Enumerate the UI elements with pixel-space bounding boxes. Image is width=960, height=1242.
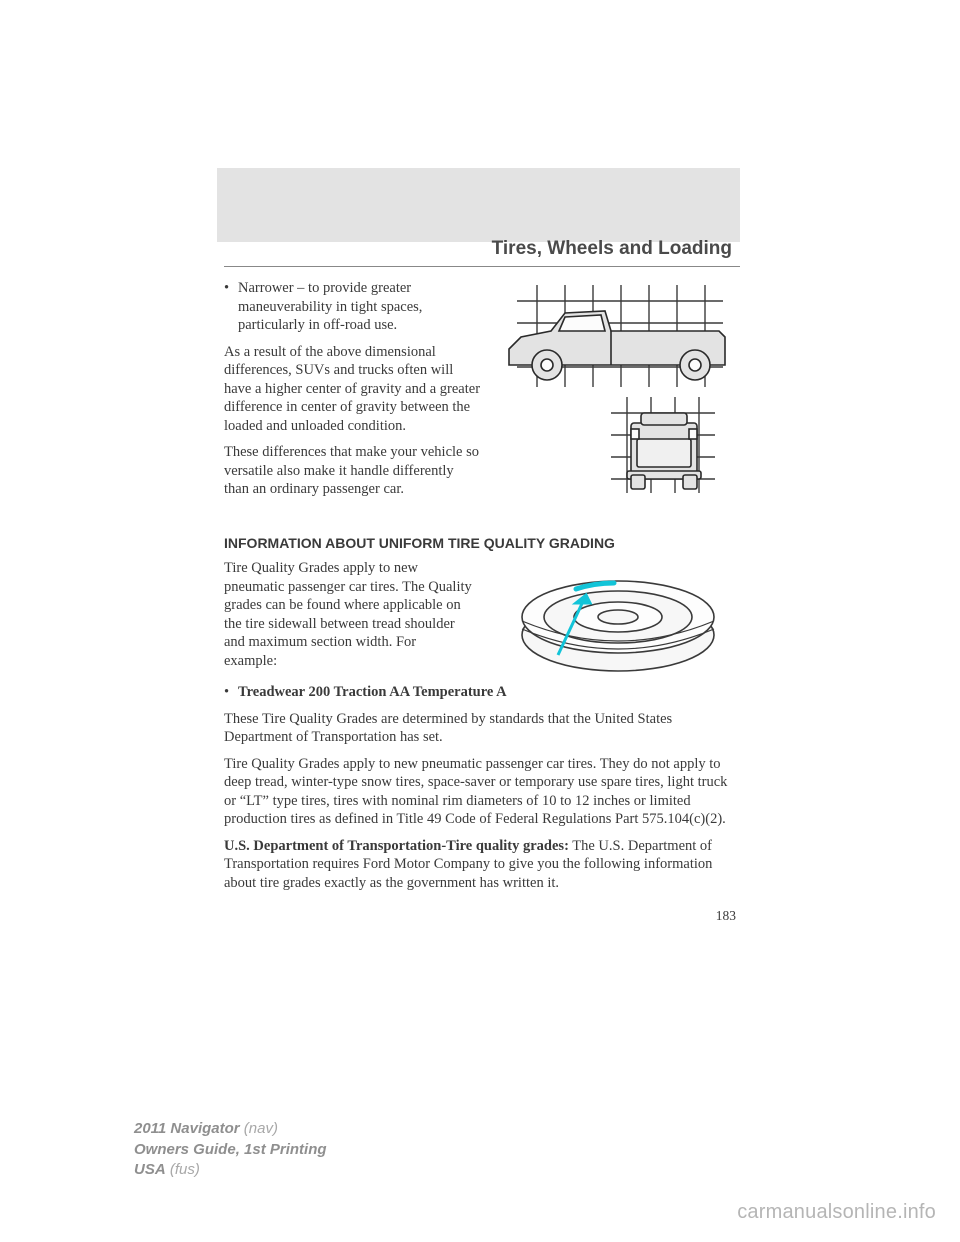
watermark: carmanualsonline.info (737, 1201, 936, 1224)
tire-figure (484, 559, 740, 677)
footer: 2011 Navigator (nav) Owners Guide, 1st P… (134, 1119, 327, 1180)
footer-region: USA (134, 1161, 166, 1178)
footer-region-paren: (fus) (170, 1161, 200, 1178)
para-dot: U.S. Department of Transportation-Tire q… (224, 837, 740, 893)
para-versatile: These differences that make your vehicle… (224, 443, 482, 499)
page-number: 183 (224, 908, 740, 924)
footer-guide: Owners Guide, 1st Printing (134, 1140, 327, 1160)
truck-grid-svg (499, 279, 735, 497)
content-area: Tires, Wheels and Loading • Narrower – t… (224, 232, 740, 924)
tire-intro-text: Tire Quality Grades apply to new pneumat… (224, 559, 472, 677)
bullet-dot: • (224, 279, 238, 335)
quality-grading-heading: INFORMATION ABOUT UNIFORM TIRE QUALITY G… (224, 535, 740, 551)
para-dimensional: As a result of the above dimensional dif… (224, 343, 482, 436)
bullet-dot: • (224, 683, 238, 702)
top-block: • Narrower – to provide greater maneuver… (224, 279, 740, 507)
bullet-example: • Treadwear 200 Traction AA Temperature … (224, 683, 740, 702)
para-apply: Tire Quality Grades apply to new pneumat… (224, 755, 740, 829)
bullet-narrower-text: Narrower – to provide greater maneuverab… (238, 279, 482, 335)
para-standards: These Tire Quality Grades are determined… (224, 710, 740, 747)
tire-block: Tire Quality Grades apply to new pneumat… (224, 559, 740, 677)
dot-bold: U.S. Department of Transportation-Tire q… (224, 838, 569, 854)
footer-line-1: 2011 Navigator (nav) (134, 1119, 327, 1139)
section-header: Tires, Wheels and Loading (224, 232, 740, 267)
header-gray-band (217, 168, 740, 242)
truck-figure (494, 279, 740, 507)
footer-model-paren: (nav) (244, 1120, 278, 1137)
footer-line-3: USA (fus) (134, 1160, 327, 1180)
top-text-col: • Narrower – to provide greater maneuver… (224, 279, 482, 507)
footer-model: 2011 Navigator (134, 1120, 240, 1137)
tire-svg (494, 559, 730, 677)
bullet-narrower: • Narrower – to provide greater maneuver… (224, 279, 482, 335)
example-bold: Treadwear 200 Traction AA Temperature A (238, 683, 740, 702)
